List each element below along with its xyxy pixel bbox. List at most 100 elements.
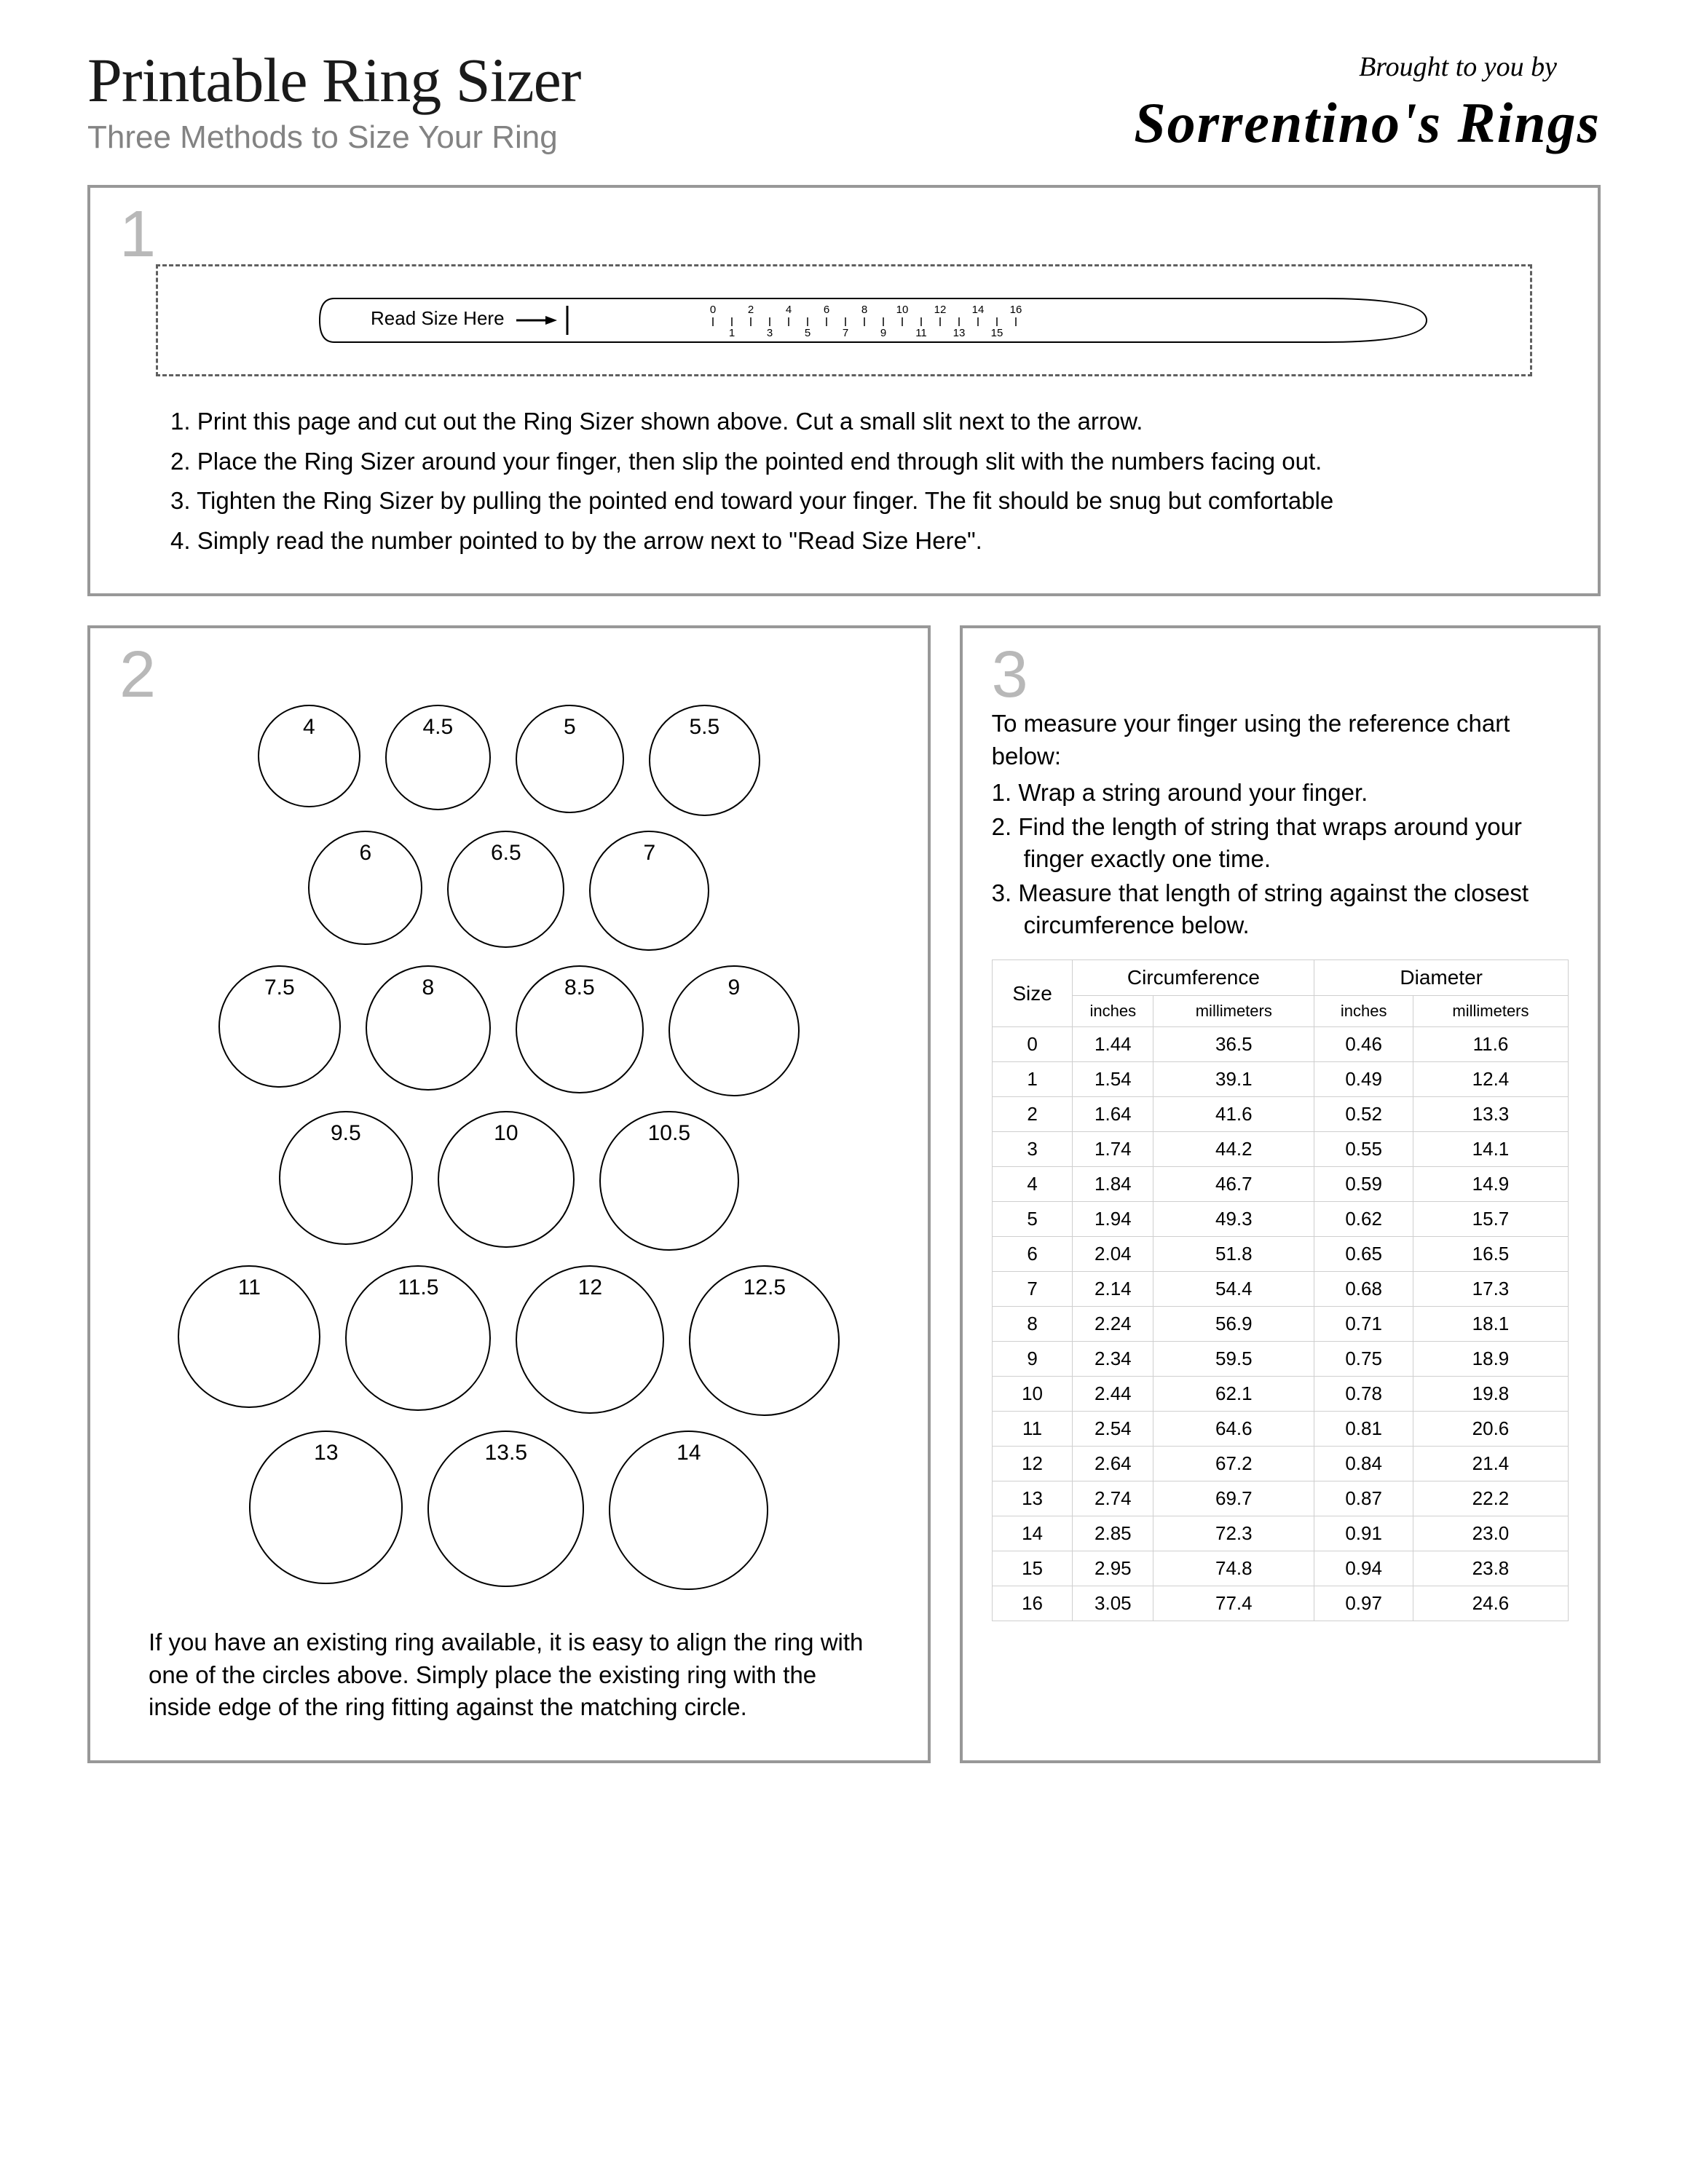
chart-cell: 1	[992, 1062, 1073, 1097]
ring-size-circle: 5	[516, 705, 624, 813]
step-4: 4. Simply read the number pointed to by …	[170, 525, 1518, 558]
chart-cell: 1.64	[1073, 1097, 1153, 1132]
chart-cell: 2.24	[1073, 1307, 1153, 1342]
chart-cell: 0.71	[1314, 1307, 1413, 1342]
chart-cell: 18.1	[1413, 1307, 1568, 1342]
ring-size-circle: 7	[589, 831, 709, 951]
ring-size-circle: 8.5	[516, 965, 644, 1093]
ring-size-circle: 9.5	[279, 1111, 413, 1245]
chart-row: 41.8446.70.5914.9	[992, 1167, 1568, 1202]
step-1: 1. Print this page and cut out the Ring …	[170, 405, 1518, 438]
ring-sizer-strip: Read Size Here 012345678910111213141516	[247, 284, 1441, 357]
chart-cell: 0.75	[1314, 1342, 1413, 1377]
chart-row: 01.4436.50.4611.6	[992, 1027, 1568, 1062]
ring-size-circle: 5.5	[649, 705, 760, 816]
ring-size-circle: 13	[249, 1431, 403, 1584]
svg-text:4: 4	[786, 304, 792, 316]
chart-cell: 0.91	[1314, 1516, 1413, 1551]
chart-cell: 9	[992, 1342, 1073, 1377]
th-diam-mm: millimeters	[1413, 996, 1568, 1027]
th-circ: Circumference	[1073, 960, 1314, 996]
chart-cell: 24.6	[1413, 1586, 1568, 1621]
chart-cell: 49.3	[1153, 1202, 1314, 1237]
m3-step-3: 3. Measure that length of string against…	[992, 877, 1569, 942]
circle-row: 66.57	[119, 831, 899, 951]
ring-size-circle: 10	[438, 1111, 575, 1248]
method-3-intro: To measure your finger using the referen…	[992, 705, 1569, 777]
chart-body: 01.4436.50.4611.611.5439.10.4912.421.644…	[992, 1027, 1568, 1621]
header-right: Brought to you by Sorrentino's Rings	[1134, 44, 1601, 156]
chart-cell: 2.74	[1073, 1481, 1153, 1516]
ring-size-circle: 6.5	[447, 831, 564, 948]
method-1-panel: 1 Read Size Here 01234567891011121314151…	[87, 185, 1601, 596]
chart-cell: 36.5	[1153, 1027, 1314, 1062]
chart-row: 72.1454.40.6817.3	[992, 1272, 1568, 1307]
svg-text:15: 15	[991, 327, 1003, 339]
svg-text:11: 11	[915, 327, 927, 339]
chart-cell: 77.4	[1153, 1586, 1314, 1621]
chart-cell: 0.65	[1314, 1237, 1413, 1272]
chart-row: 163.0577.40.9724.6	[992, 1586, 1568, 1621]
chart-cell: 15.7	[1413, 1202, 1568, 1237]
chart-cell: 13	[992, 1481, 1073, 1516]
ring-size-circle: 8	[366, 965, 491, 1091]
chart-cell: 44.2	[1153, 1132, 1314, 1167]
chart-cell: 72.3	[1153, 1516, 1314, 1551]
svg-text:7: 7	[843, 327, 848, 339]
method-1-number: 1	[119, 205, 1569, 264]
brought-by-label: Brought to you by	[1134, 51, 1557, 83]
chart-cell: 0	[992, 1027, 1073, 1062]
chart-cell: 3	[992, 1132, 1073, 1167]
svg-text:2: 2	[748, 304, 754, 316]
ring-size-circle: 14	[609, 1431, 768, 1590]
chart-cell: 0.84	[1314, 1447, 1413, 1481]
chart-row: 92.3459.50.7518.9	[992, 1342, 1568, 1377]
chart-cell: 14.1	[1413, 1132, 1568, 1167]
th-size: Size	[992, 960, 1073, 1027]
chart-cell: 67.2	[1153, 1447, 1314, 1481]
ring-size-circle: 11	[178, 1265, 320, 1408]
chart-cell: 0.59	[1314, 1167, 1413, 1202]
page-subtitle: Three Methods to Size Your Ring	[87, 119, 580, 156]
chart-row: 11.5439.10.4912.4	[992, 1062, 1568, 1097]
chart-cell: 51.8	[1153, 1237, 1314, 1272]
method-2-number: 2	[119, 646, 899, 705]
chart-cell: 12	[992, 1447, 1073, 1481]
chart-cell: 18.9	[1413, 1342, 1568, 1377]
page-header: Printable Ring Sizer Three Methods to Si…	[87, 44, 1601, 156]
chart-cell: 0.55	[1314, 1132, 1413, 1167]
chart-cell: 0.52	[1314, 1097, 1413, 1132]
chart-cell: 0.97	[1314, 1586, 1413, 1621]
circle-row: 1313.514	[119, 1431, 899, 1590]
ring-size-circle: 6	[308, 831, 422, 945]
chart-cell: 56.9	[1153, 1307, 1314, 1342]
chart-cell: 14.9	[1413, 1167, 1568, 1202]
ring-size-circle: 12.5	[689, 1265, 840, 1416]
chart-cell: 10	[992, 1377, 1073, 1412]
chart-row: 21.6441.60.5213.3	[992, 1097, 1568, 1132]
chart-row: 152.9574.80.9423.8	[992, 1551, 1568, 1586]
chart-cell: 4	[992, 1167, 1073, 1202]
chart-cell: 1.54	[1073, 1062, 1153, 1097]
brand-name: Sorrentino's Rings	[1134, 90, 1601, 156]
chart-cell: 59.5	[1153, 1342, 1314, 1377]
chart-cell: 12.4	[1413, 1062, 1568, 1097]
chart-cell: 69.7	[1153, 1481, 1314, 1516]
method-3-number: 3	[992, 646, 1569, 705]
chart-cell: 2.14	[1073, 1272, 1153, 1307]
chart-cell: 15	[992, 1551, 1073, 1586]
size-chart-table: Size Circumference Diameter inches milli…	[992, 960, 1569, 1621]
chart-cell: 0.46	[1314, 1027, 1413, 1062]
circle-row: 44.555.5	[119, 705, 899, 816]
chart-cell: 1.94	[1073, 1202, 1153, 1237]
method-3-steps: 1. Wrap a string around your finger. 2. …	[992, 777, 1569, 943]
chart-row: 82.2456.90.7118.1	[992, 1307, 1568, 1342]
ring-size-circle: 13.5	[427, 1431, 584, 1587]
svg-text:3: 3	[767, 327, 773, 339]
chart-cell: 17.3	[1413, 1272, 1568, 1307]
method-3-panel: 3 To measure your finger using the refer…	[960, 625, 1601, 1763]
step-2: 2. Place the Ring Sizer around your fing…	[170, 446, 1518, 478]
ring-sizer-cutout: Read Size Here 012345678910111213141516	[156, 264, 1532, 376]
chart-cell: 19.8	[1413, 1377, 1568, 1412]
chart-cell: 7	[992, 1272, 1073, 1307]
